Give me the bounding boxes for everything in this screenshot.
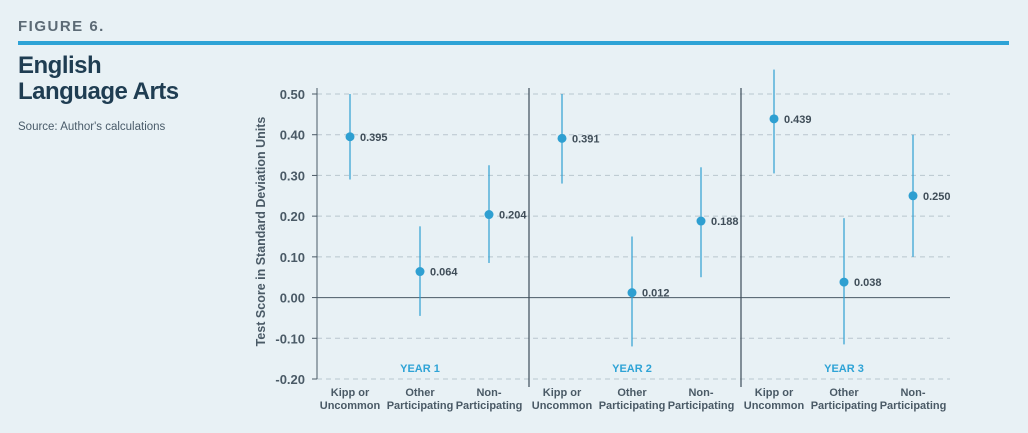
x-category-label-line-1: Non- (688, 387, 713, 399)
source-note: Source: Author's calculations (18, 121, 166, 133)
data-point (557, 133, 567, 143)
data-label: 0.064 (430, 267, 458, 279)
data-point (415, 267, 425, 277)
x-category-label-line-1: Kipp or (543, 387, 582, 399)
data-label: 0.038 (854, 277, 882, 289)
y-tick-label: 0.30 (280, 168, 305, 183)
x-category-label-line-1: Kipp or (331, 387, 370, 399)
data-point (908, 191, 918, 201)
y-tick-label: 0.10 (280, 250, 305, 265)
y-tick-label: 0.50 (280, 87, 305, 102)
data-label: 0.204 (499, 210, 527, 222)
data-label: 0.188 (711, 216, 739, 228)
y-tick-label: 0.20 (280, 209, 305, 224)
y-tick-label: 0.00 (280, 291, 305, 306)
chart-title-line-2: Language Arts (18, 78, 179, 105)
panel-year-label: YEAR 3 (824, 363, 864, 375)
x-category-label-line-2: Uncommon (744, 400, 805, 412)
x-category-label-line-1: Non- (900, 387, 925, 399)
chart-title: English Language Arts (18, 53, 218, 105)
data-point (769, 114, 779, 124)
y-axis-title: Test Score in Standard Deviation Units (254, 117, 268, 347)
x-category-label-line-1: Other (405, 387, 435, 399)
header-rule (18, 41, 1009, 45)
y-tick-label: -0.10 (275, 331, 305, 346)
x-category-label-line-2: Participating (880, 400, 947, 412)
data-label: 0.395 (360, 132, 388, 144)
data-point (345, 132, 355, 142)
x-category-label-line-2: Uncommon (320, 400, 381, 412)
x-category-label-line-2: Participating (811, 400, 878, 412)
data-point (484, 210, 494, 220)
chart-title-line-1: English (18, 52, 102, 79)
x-category-label-line-1: Other (617, 387, 647, 399)
figure-label: FIGURE 6. (18, 18, 105, 35)
x-category-label-line-2: Participating (599, 400, 666, 412)
y-tick-label: 0.40 (280, 128, 305, 143)
data-point (627, 288, 637, 298)
x-category-label-line-2: Participating (456, 400, 523, 412)
panel-year-label: YEAR 1 (400, 363, 440, 375)
y-tick-label: -0.20 (275, 372, 305, 387)
data-label: 0.250 (923, 191, 951, 203)
panel-year-label: YEAR 2 (612, 363, 652, 375)
x-category-label-line-2: Uncommon (532, 400, 593, 412)
data-label: 0.439 (784, 114, 812, 126)
data-point (696, 216, 706, 226)
data-label: 0.391 (572, 133, 600, 145)
x-category-label-line-2: Participating (668, 400, 735, 412)
x-category-label-line-2: Participating (387, 400, 454, 412)
data-point (839, 277, 849, 287)
x-category-label-line-1: Non- (476, 387, 501, 399)
x-category-label-line-1: Kipp or (755, 387, 794, 399)
data-label: 0.012 (642, 288, 670, 300)
x-category-label-line-1: Other (829, 387, 859, 399)
